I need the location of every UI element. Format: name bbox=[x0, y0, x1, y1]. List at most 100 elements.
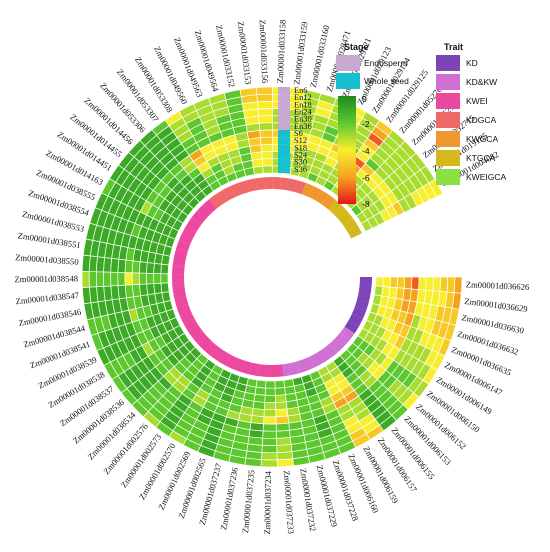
trait-legend-title: Trait bbox=[444, 42, 463, 52]
heatmap-cell bbox=[95, 271, 105, 288]
heatmap-cell bbox=[275, 408, 289, 418]
trait-segment bbox=[172, 256, 186, 267]
heatmap-cell bbox=[160, 263, 170, 275]
trait-segment bbox=[343, 218, 358, 232]
trait-segment bbox=[296, 359, 309, 373]
trait-swatch-kd-kw bbox=[436, 74, 460, 90]
gene-label: Zm00001d037232 bbox=[298, 468, 318, 532]
trait-segment bbox=[192, 330, 208, 345]
heatmap-cell bbox=[425, 276, 434, 292]
trait-segment bbox=[348, 313, 363, 327]
heatmap-cell bbox=[124, 259, 134, 274]
heatmap-cell bbox=[153, 282, 163, 295]
row-label: En12 bbox=[294, 93, 312, 102]
stage-label-whole-seed: Whole seed bbox=[364, 76, 409, 86]
trait-swatch-ktgca bbox=[436, 150, 460, 166]
trait-segment bbox=[321, 194, 336, 210]
heatmap-cell bbox=[260, 143, 273, 153]
trait-segment bbox=[279, 177, 290, 191]
trait-segment bbox=[323, 343, 338, 358]
trait-segment bbox=[317, 348, 331, 363]
heatmap-cell bbox=[389, 276, 398, 289]
stage-cell bbox=[278, 122, 290, 130]
trait-segment bbox=[187, 324, 203, 338]
trait-segment bbox=[347, 225, 362, 239]
heatmap-cell bbox=[403, 276, 413, 290]
heatmap-cell bbox=[255, 379, 267, 389]
trait-segment bbox=[240, 360, 252, 375]
trait-swatch-kwei bbox=[436, 93, 460, 109]
heatmap-cell bbox=[275, 401, 288, 410]
trait-swatch-kweigca bbox=[436, 169, 460, 185]
heatmap-cell bbox=[382, 276, 391, 288]
stage-cell bbox=[278, 101, 290, 109]
heatmap-cell bbox=[258, 115, 273, 124]
row-label: S30 bbox=[294, 158, 307, 167]
color-tick-minus6: -6 bbox=[362, 173, 370, 183]
trait-segment bbox=[335, 332, 350, 347]
row-label: En6 bbox=[294, 86, 308, 95]
trait-swatch-kdgca bbox=[436, 112, 460, 128]
trait-segment bbox=[246, 178, 258, 192]
trait-segment bbox=[225, 354, 238, 370]
heatmap-cell bbox=[264, 387, 276, 396]
trait-segment bbox=[202, 199, 217, 214]
heatmap-cell bbox=[260, 136, 273, 146]
heatmap-cell bbox=[261, 158, 273, 167]
color-tick-minus2: -2 bbox=[362, 119, 370, 129]
row-label: S36 bbox=[294, 165, 307, 174]
trait-segment bbox=[352, 306, 367, 319]
trait-segment bbox=[301, 182, 314, 198]
trait-segment bbox=[255, 177, 265, 191]
stage-cell bbox=[278, 115, 290, 123]
heatmap-cell bbox=[138, 272, 148, 285]
heatmap-cell bbox=[264, 394, 276, 403]
stage-cell bbox=[278, 165, 290, 173]
heatmap-cell bbox=[263, 401, 277, 411]
trait-segment bbox=[249, 362, 260, 376]
trait-segment bbox=[340, 326, 355, 341]
trait-segment bbox=[289, 361, 301, 376]
trait-segment bbox=[223, 185, 236, 201]
trait-segment bbox=[230, 182, 243, 197]
heatmap-cell bbox=[110, 271, 119, 287]
heatmap-cell bbox=[146, 262, 155, 274]
trait-label-kwei: KWEI bbox=[466, 96, 488, 106]
heatmap-cell bbox=[261, 437, 278, 446]
stage-cell bbox=[278, 144, 290, 152]
heatmap-cell bbox=[259, 129, 273, 139]
stage-legend-title: Stage bbox=[344, 42, 369, 52]
trait-segment bbox=[198, 336, 213, 351]
heatmap-cell bbox=[255, 86, 273, 96]
stage-swatch-endosperm bbox=[336, 55, 360, 71]
row-label: En18 bbox=[294, 100, 312, 109]
trait-segment bbox=[359, 277, 373, 286]
heatmap-cell bbox=[161, 291, 172, 303]
heatmap-cell bbox=[261, 444, 278, 454]
trait-segment bbox=[303, 355, 317, 371]
row-label: S24 bbox=[294, 151, 308, 160]
heatmap-cell bbox=[374, 285, 384, 297]
gene-label: Zm00001d036626 bbox=[466, 279, 531, 292]
heatmap-cell bbox=[258, 122, 273, 131]
trait-segment bbox=[183, 317, 198, 331]
heatmap-cell bbox=[283, 378, 295, 388]
heatmap-cell bbox=[262, 430, 277, 439]
stage-bar bbox=[278, 87, 290, 173]
heatmap-cell bbox=[252, 165, 264, 175]
heatmap-cell bbox=[446, 276, 456, 294]
heatmap-cell bbox=[275, 429, 291, 439]
heatmap-cell bbox=[103, 271, 112, 287]
stage-cell bbox=[278, 151, 290, 159]
heatmap-cell bbox=[257, 108, 273, 117]
heatmap-cell bbox=[243, 167, 255, 177]
trait-label-kd: KD bbox=[466, 58, 478, 68]
heatmap-cell bbox=[396, 276, 406, 289]
trait-swatch-kwgca bbox=[436, 131, 460, 147]
stage-cell bbox=[278, 130, 290, 138]
legend: Stage Endosperm Whole seed 0 -2 -4 -6 -8… bbox=[336, 42, 506, 209]
heatmap-cells bbox=[81, 86, 463, 468]
trait-segment bbox=[215, 189, 229, 205]
